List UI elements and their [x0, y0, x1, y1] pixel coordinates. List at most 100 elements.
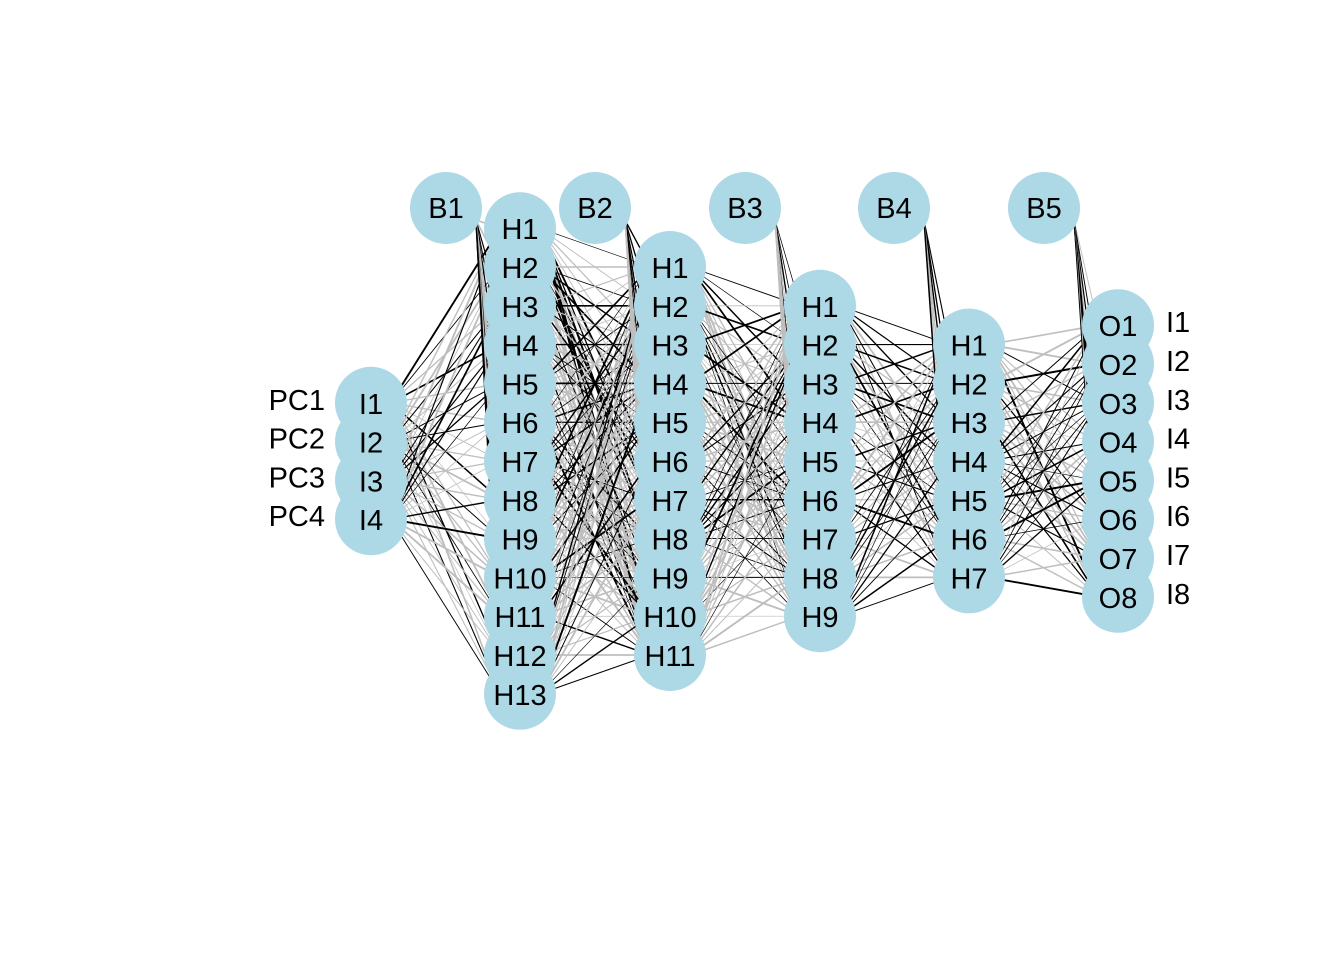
node-label-hidden-2-h3: H3 [651, 331, 688, 363]
node-label-hidden-2-h4: H4 [651, 369, 688, 401]
node-label-output-o6: O6 [1099, 505, 1138, 537]
edge-l1-4-11 [390, 518, 501, 617]
node-label-hidden-2-h1: H1 [651, 253, 688, 285]
node-label-output-o7: O7 [1099, 544, 1138, 576]
bias-label-b2: B2 [577, 193, 612, 225]
edge-l4-5-1 [839, 344, 950, 462]
input-variable-label: PC2 [269, 424, 325, 456]
edge-l5-1-1 [988, 324, 1099, 346]
node-label-hidden-1-h11: H11 [494, 602, 545, 634]
input-variable-label: PC3 [269, 462, 325, 494]
node-label-hidden-1-h4: H4 [501, 331, 538, 363]
edge-l5-7-5 [988, 479, 1099, 578]
output-variable-label: I1 [1166, 307, 1190, 339]
node-label-output-o3: O3 [1099, 389, 1138, 421]
input-variable-label: PC1 [269, 385, 325, 417]
edge-l3-8-1 [689, 305, 801, 539]
node-label-hidden-4-h2: H2 [950, 369, 987, 401]
node-label-hidden-1-h3: H3 [501, 292, 538, 324]
edge-l5-7-1 [988, 325, 1099, 578]
node-input-i4 [335, 483, 407, 556]
edge-l5-3-1 [988, 324, 1099, 423]
edge-l3-11-9 [689, 615, 801, 656]
edge-l3-11-4 [689, 421, 801, 656]
edge-l3-11-2 [689, 344, 801, 656]
edge-l4-3-1 [839, 343, 950, 385]
node-label-hidden-3-h5: H5 [801, 447, 838, 479]
edge-l5-4-1 [988, 324, 1099, 462]
edge-l2-13-2 [539, 305, 651, 694]
output-variable-label: I6 [1166, 501, 1190, 533]
node-hidden-3-h9 [784, 580, 856, 653]
node-label-hidden-3-h2: H2 [801, 331, 838, 363]
node-label-output-o4: O4 [1099, 428, 1138, 460]
node-label-hidden-1-h1: H1 [501, 214, 538, 246]
edge-l4-9-5 [839, 499, 950, 617]
edge-l1-4-12 [390, 518, 501, 656]
edge-l4-9-6 [839, 537, 950, 617]
edge-l5-7-6 [988, 518, 1099, 578]
edge-l1-4-8 [390, 499, 501, 520]
edge-l5-7-4 [988, 441, 1099, 578]
node-label-hidden-2-h9: H9 [651, 563, 688, 595]
node-label-hidden-2-h8: H8 [651, 525, 688, 557]
edge-l2-13-4 [538, 383, 652, 695]
node-label-hidden-1-h5: H5 [501, 369, 538, 401]
node-label-output-o5: O5 [1099, 466, 1138, 498]
edge-l1-4-7 [390, 460, 501, 520]
edge-l2-13-9 [539, 577, 651, 695]
node-label-output-o2: O2 [1099, 350, 1138, 382]
bias-label-b4: B4 [876, 193, 911, 225]
edge-l4-8-1 [839, 344, 950, 578]
node-label-hidden-4-h1: H1 [950, 331, 987, 363]
edge-l3-11-5 [689, 460, 801, 656]
edge-l4-7-1 [839, 344, 950, 539]
node-hidden-2-h11 [634, 619, 706, 691]
node-label-hidden-1-h10: H10 [493, 563, 546, 595]
node-label-hidden-2-h6: H6 [651, 447, 688, 479]
node-label-hidden-2-h10: H10 [643, 602, 696, 634]
output-variable-label: I3 [1166, 385, 1190, 417]
edge-l4-6-1 [838, 344, 951, 501]
node-label-input-i2: I2 [359, 428, 383, 460]
input-variable-label: PC4 [269, 501, 325, 533]
edge-l3-11-8 [689, 576, 801, 656]
node-label-hidden-3-h6: H6 [801, 486, 838, 518]
edge-l2-13-10 [539, 615, 651, 695]
node-label-hidden-2-h5: H5 [651, 408, 688, 440]
bias-node-b4 [858, 172, 930, 244]
node-label-hidden-1-h2: H2 [501, 253, 538, 285]
node-label-hidden-2-h7: H7 [651, 486, 688, 518]
node-label-hidden-1-h12: H12 [493, 641, 546, 673]
bias-label-b3: B3 [727, 193, 762, 225]
edge-l3-11-6 [689, 499, 801, 656]
node-label-hidden-1-h13: H13 [493, 680, 546, 712]
edge-l4-1-1 [839, 305, 950, 346]
edge-l4-9-7 [839, 576, 950, 617]
edge-l5-5-1 [988, 324, 1099, 501]
side-labels: PC1 PC2 PC3 PC4 I1 I2 I3 I4 I5 I6 I7 I8 [269, 307, 1191, 611]
edge-l1-4-9 [390, 518, 501, 540]
node-label-hidden-1-h6: H6 [501, 408, 538, 440]
edge-l2-13-8 [539, 538, 651, 695]
edge-l2-13-5 [539, 422, 651, 694]
edge-l1-4-6 [390, 421, 501, 520]
edge-l4-9-3 [839, 422, 950, 617]
output-variable-label: I5 [1166, 462, 1190, 494]
edge-l3-10-1 [689, 305, 801, 617]
node-label-input-i1: I1 [359, 389, 383, 421]
output-variable-label: I8 [1166, 579, 1190, 611]
node-label-input-i4: I4 [359, 505, 383, 537]
node-label-output-o1: O1 [1099, 311, 1138, 343]
edge-l3-11-7 [689, 538, 801, 656]
node-label-hidden-3-h4: H4 [801, 408, 838, 440]
bias-node-b2 [559, 172, 631, 244]
node-label-hidden-1-h9: H9 [501, 525, 538, 557]
bias-label-b5: B5 [1026, 193, 1061, 225]
node-label-hidden-4-h6: H6 [950, 525, 987, 557]
node-label-hidden-2-h11: H11 [644, 641, 695, 673]
node-label-hidden-3-h3: H3 [801, 369, 838, 401]
output-variable-label: I4 [1166, 424, 1190, 456]
output-variable-label: I7 [1166, 540, 1190, 572]
